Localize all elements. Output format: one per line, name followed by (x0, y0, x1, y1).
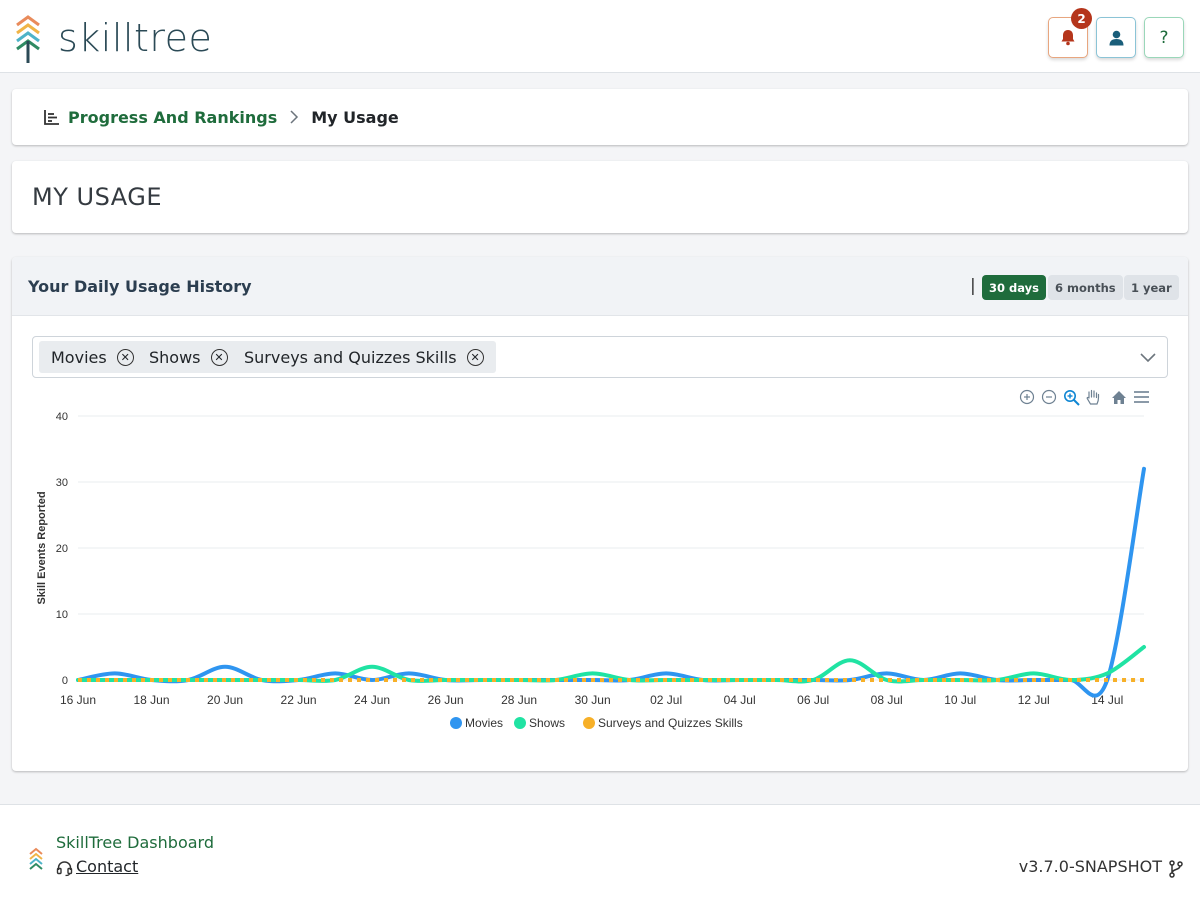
legend-marker (583, 717, 595, 729)
chip-label: Surveys and Quizzes Skills (244, 347, 457, 367)
chart-icon (44, 110, 59, 125)
usage-card-header: Your Daily Usage History | 30 days 6 mon… (12, 257, 1188, 316)
y-tick-label: 30 (56, 477, 68, 489)
x-tick-label: 16 Jun (60, 693, 96, 707)
chip-label: Shows (149, 347, 201, 367)
menu-icon[interactable] (1132, 388, 1150, 406)
y-tick-label: 40 (56, 411, 68, 423)
legend-label: Shows (529, 716, 565, 730)
breadcrumb-progress-link[interactable]: Progress And Rankings (68, 107, 278, 127)
legend-label: Surveys and Quizzes Skills (598, 716, 743, 730)
chevron-down-icon[interactable] (1139, 348, 1157, 366)
logo-text: skilltree (58, 16, 213, 60)
range-30-days-button[interactable]: 30 days (982, 275, 1046, 300)
project-chip-movies: Movies ✕ (39, 341, 146, 373)
project-chip-shows: Shows ✕ (137, 341, 240, 373)
bell-icon (1061, 30, 1075, 46)
version-label: v3.7.0-SNAPSHOT (1018, 857, 1162, 876)
range-6-months-button[interactable]: 6 months (1048, 275, 1123, 300)
chart-toolbar (1018, 388, 1150, 406)
skilltree-logo-icon (16, 15, 40, 63)
series-line-movies (76, 466, 1146, 698)
project-multiselect[interactable]: Movies ✕ Shows ✕ Surveys and Quizzes Ski… (32, 336, 1168, 378)
skilltree-logo[interactable]: skilltree (14, 15, 212, 65)
user-menu-button[interactable] (1096, 17, 1136, 58)
usage-history-card: Your Daily Usage History | 30 days 6 mon… (12, 257, 1188, 771)
y-tick-label: 0 (62, 675, 68, 687)
git-branch-icon (1169, 860, 1183, 878)
footer: SkillTree Dashboard Contact v3.7.0-SNAPS… (0, 804, 1200, 901)
chip-label: Movies (51, 347, 107, 367)
range-separator: | (970, 276, 976, 296)
page-title: MY USAGE (12, 161, 1188, 233)
legend-marker (450, 717, 462, 729)
usage-card-title: Your Daily Usage History (28, 276, 252, 296)
x-tick-label: 18 Jun (134, 693, 170, 707)
pan-hand-icon[interactable] (1084, 388, 1102, 406)
selection-zoom-icon[interactable] (1062, 388, 1080, 406)
x-tick-label: 26 Jun (428, 693, 464, 707)
breadcrumb: Progress And Rankings My Usage (12, 89, 1188, 145)
breadcrumb-current: My Usage (311, 107, 399, 127)
top-header: skilltree 2 ? (0, 0, 1200, 73)
legend-label: Movies (465, 716, 503, 730)
remove-chip-icon[interactable]: ✕ (116, 348, 134, 366)
range-1-year-button[interactable]: 1 year (1124, 275, 1179, 300)
page-title-text: MY USAGE (32, 183, 162, 211)
x-tick-label: 10 Jul (944, 693, 976, 707)
x-tick-label: 24 Jun (354, 693, 390, 707)
y-axis-label: Skill Events Reported (36, 491, 48, 604)
skilltree-small-logo-icon (29, 847, 43, 870)
x-tick-label: 20 Jun (207, 693, 243, 707)
home-reset-icon[interactable] (1110, 388, 1128, 406)
remove-chip-icon[interactable]: ✕ (210, 348, 228, 366)
x-tick-label: 28 Jun (501, 693, 537, 707)
x-tick-label: 04 Jul (724, 693, 756, 707)
y-tick-label: 10 (56, 609, 68, 621)
x-tick-label: 22 Jun (281, 693, 317, 707)
contact-link[interactable]: Contact (76, 857, 139, 876)
legend-marker (514, 717, 526, 729)
x-tick-label: 06 Jul (797, 693, 829, 707)
headset-icon (56, 861, 73, 877)
x-tick-label: 08 Jul (871, 693, 903, 707)
zoom-out-icon[interactable] (1040, 388, 1058, 406)
help-button[interactable]: ? (1144, 17, 1184, 58)
user-icon (1109, 30, 1123, 45)
x-tick-label: 14 Jul (1091, 693, 1123, 707)
notification-count-badge: 2 (1071, 8, 1092, 29)
chevron-right-icon (290, 110, 299, 124)
x-tick-label: 12 Jul (1018, 693, 1050, 707)
footer-dashboard-title: SkillTree Dashboard (56, 833, 214, 852)
y-tick-label: 20 (56, 543, 68, 555)
x-tick-label: 30 Jun (575, 693, 611, 707)
x-tick-label: 02 Jul (650, 693, 682, 707)
project-chip-surveys: Surveys and Quizzes Skills ✕ (232, 341, 496, 373)
remove-chip-icon[interactable]: ✕ (466, 348, 484, 366)
usage-line-chart[interactable]: 0 10 20 30 40 Skill Events Reported 16 Jun 18 J… (32, 405, 1172, 745)
zoom-in-icon[interactable] (1018, 388, 1036, 406)
